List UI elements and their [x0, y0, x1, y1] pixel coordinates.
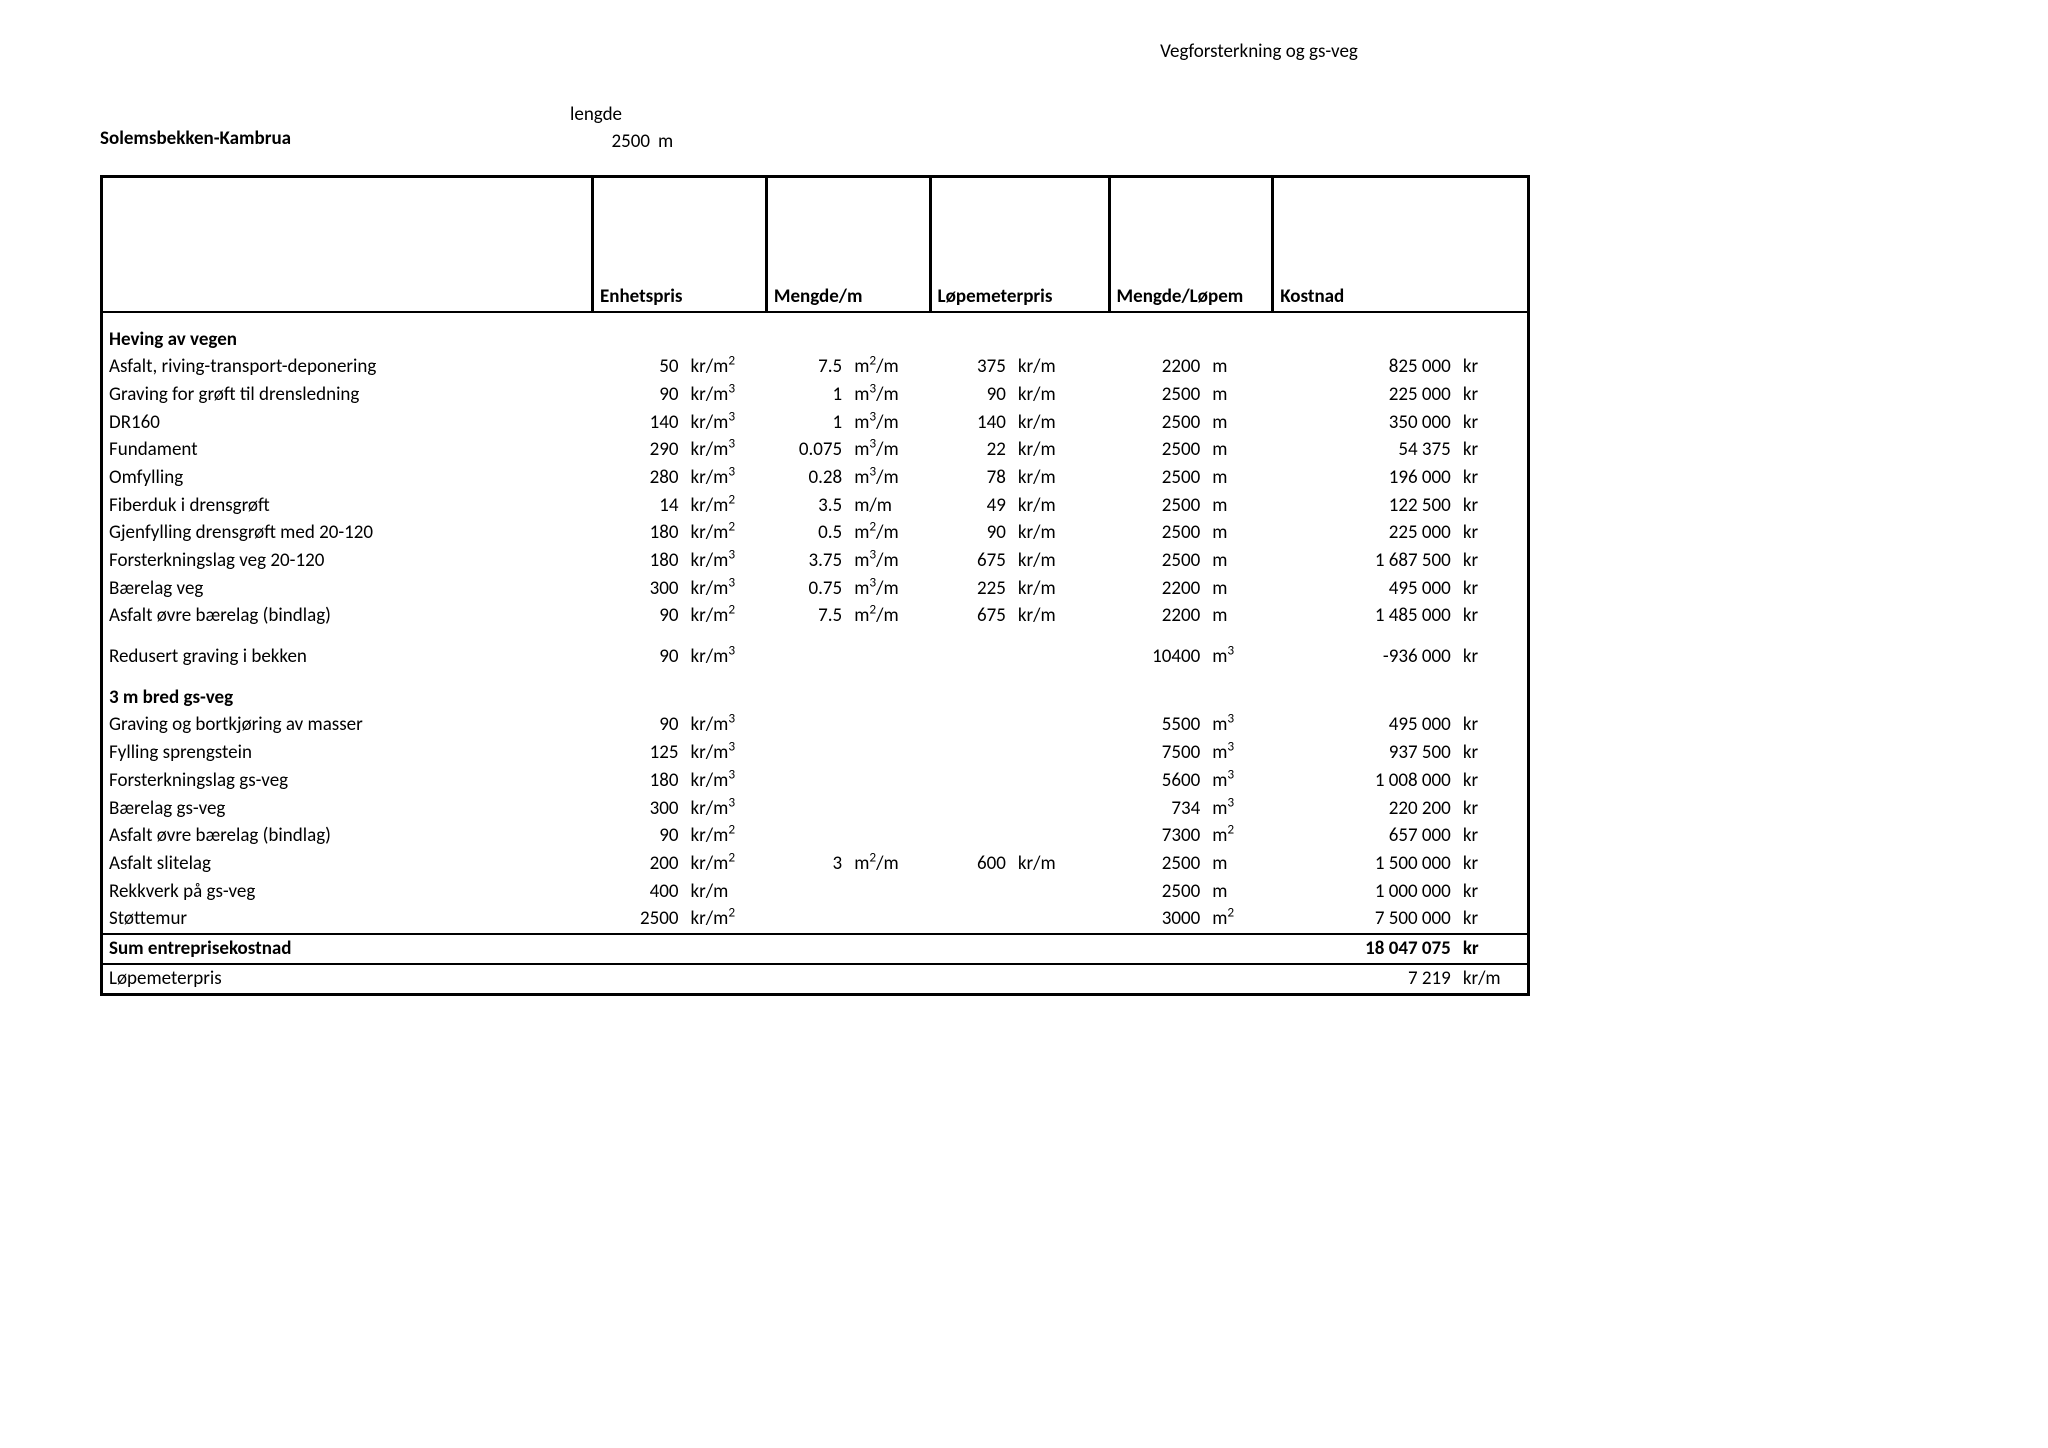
document-title: Vegforsterkning og gs-veg — [570, 40, 1948, 63]
cell-ml-n: 2200 — [1109, 354, 1206, 382]
length-label: lengde — [570, 103, 750, 126]
table-row: Graving for grøft til drensledning 90kr/… — [102, 381, 1529, 409]
table-row: Redusert graving i bekken 90kr/m3 10400m… — [102, 644, 1529, 672]
col-unit-price: Enhetspris — [592, 177, 766, 313]
cell-up-n: 50 — [592, 354, 684, 382]
cell-mm-n: 7.5 — [766, 354, 848, 382]
cell-lp-n: 375 — [930, 354, 1012, 382]
project-name: Solemsbekken-Kambrua — [100, 127, 570, 150]
table-row: Asfalt slitelag 200kr/m2 3m2/m 600kr/m 2… — [102, 850, 1529, 878]
cell-ml-u: m — [1206, 354, 1272, 382]
table-row: Asfalt, riving-transport-deponering 50 k… — [102, 354, 1529, 382]
section-gsveg: 3 m bred gs-veg — [102, 684, 1529, 712]
cell-kost-u: kr — [1457, 354, 1529, 382]
header-left: Solemsbekken-Kambrua — [100, 103, 570, 153]
page: Vegforsterkning og gs-veg Solemsbekken-K… — [0, 0, 2048, 1056]
cell-mm-u: m2/m — [848, 354, 930, 382]
table-row: DR160 140kr/m3 1m3/m 140kr/m 2500m 350 0… — [102, 409, 1529, 437]
col-qty-per-m: Mengde/m — [766, 177, 930, 313]
table-row: Forsterkningslag veg 20-120 180kr/m3 3.7… — [102, 548, 1529, 576]
table-row: Asfalt øvre bærelag (bindlag) 90kr/m2 73… — [102, 823, 1529, 851]
table-row: Støttemur 2500kr/m2 3000m2 7 500 000kr — [102, 906, 1529, 935]
section-heving: Heving av vegen — [102, 326, 1529, 354]
sum-unit: kr — [1457, 934, 1529, 964]
cost-table: Enhetspris Mengde/m Løpemeterpris Mengde… — [100, 175, 1530, 996]
section-label: 3 m bred gs-veg — [102, 684, 593, 712]
table-row: Forsterkningslag gs-veg 180kr/m3 5600m3 … — [102, 767, 1529, 795]
table-row: Fiberduk i drensgrøft 14kr/m2 3.5m/m 49k… — [102, 492, 1529, 520]
table-row: Graving og bortkjøring av masser 90kr/m3… — [102, 712, 1529, 740]
table-row: Asfalt øvre bærelag (bindlag) 90kr/m2 7.… — [102, 603, 1529, 631]
table-row: Gjenfylling drensgrøft med 20-120 180kr/… — [102, 520, 1529, 548]
length-value: 2500 — [570, 130, 650, 153]
cell-kost-n: 825 000 — [1273, 354, 1457, 382]
length-unit: m — [658, 130, 673, 153]
rm-unit: kr/m — [1457, 964, 1529, 994]
table-row: Bærelag gs-veg 300kr/m3 734m3 220 200kr — [102, 795, 1529, 823]
rm-value: 7 219 — [1273, 964, 1457, 994]
table-row: Fylling sprengstein 125kr/m3 7500m3 937 … — [102, 740, 1529, 768]
cell-lp-u: kr/m — [1012, 354, 1109, 382]
sum-value: 18 047 075 — [1273, 934, 1457, 964]
header-block: Solemsbekken-Kambrua lengde 2500 m — [100, 103, 1948, 153]
cell-desc: Asfalt, riving-transport-deponering — [102, 354, 593, 382]
sum-row: Sum entreprisekostnad 18 047 075 kr — [102, 934, 1529, 964]
table-row: Bærelag veg 300kr/m3 0.75m3/m 225kr/m 22… — [102, 575, 1529, 603]
col-description — [102, 177, 593, 313]
col-price-per-rm: Løpemeterpris — [930, 177, 1109, 313]
header-length: lengde 2500 m — [570, 103, 750, 153]
rm-price-row: Løpemeterpris 7 219 kr/m — [102, 964, 1529, 994]
cell-up-u: kr/m2 — [685, 354, 767, 382]
sum-label: Sum entreprisekostnad — [102, 934, 593, 964]
header-row: Enhetspris Mengde/m Løpemeterpris Mengde… — [102, 177, 1529, 313]
rm-label: Løpemeterpris — [102, 964, 593, 994]
table-row: Fundament 290kr/m3 0.075m3/m 22kr/m 2500… — [102, 437, 1529, 465]
table-row: Omfylling 280kr/m3 0.28m3/m 78kr/m 2500m… — [102, 464, 1529, 492]
table-row: Rekkverk på gs-veg 400kr/m 2500m 1 000 0… — [102, 878, 1529, 906]
section-label: Heving av vegen — [102, 326, 593, 354]
col-qty-rm: Mengde/Løpem — [1109, 177, 1273, 313]
col-cost: Kostnad — [1273, 177, 1529, 313]
